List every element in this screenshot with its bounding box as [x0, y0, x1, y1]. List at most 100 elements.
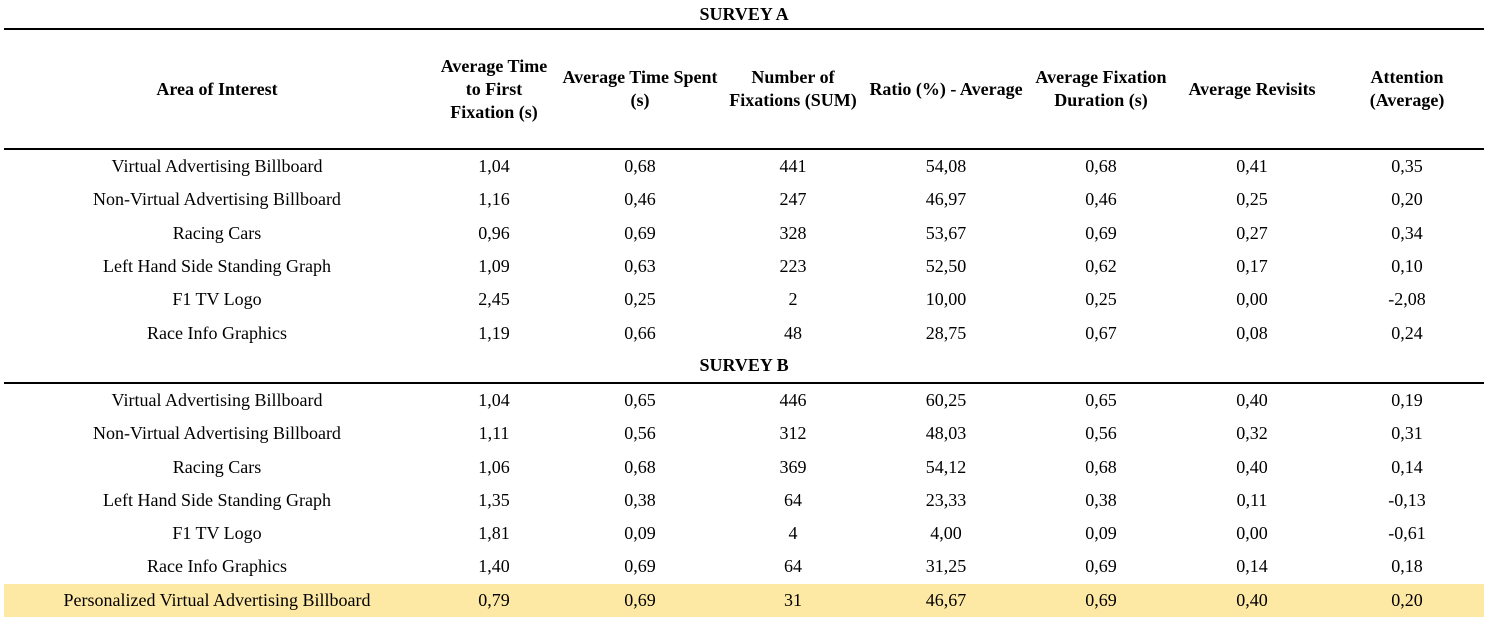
data-row: Racing Cars 0,96 0,69 328 53,67 0,69 0,27 0,34: [4, 217, 1484, 250]
cell: 0,17: [1236, 256, 1268, 277]
data-row: Race Info Graphics 1,19 0,66 48 28,75 0,67 0,0…: [4, 316, 1484, 349]
cell: 0,66: [624, 322, 656, 343]
cell: 0,35: [1391, 156, 1423, 177]
cell: 0,40: [1236, 389, 1268, 410]
cell: 247: [779, 189, 807, 210]
cell: 1,09: [478, 256, 510, 277]
data-row: F1 TV Logo 1,81 0,09 4 4,00 0,09 0,00 -0,61: [4, 517, 1484, 550]
cell: 0,32: [1236, 423, 1268, 444]
column-header: Area of Interest: [4, 29, 430, 150]
cell: 0,46: [1085, 189, 1117, 210]
cell: 0,18: [1391, 556, 1423, 577]
cell: 54,12: [925, 456, 967, 477]
column-header: Average Fixation Duration (s): [1028, 29, 1174, 150]
cell: 0,79: [478, 589, 510, 610]
cell: 0,69: [624, 222, 656, 243]
row-label: Virtual Advertising Billboard: [111, 389, 323, 410]
cell: -2,08: [1388, 289, 1426, 310]
cell: 0,65: [1085, 389, 1117, 410]
cell: 0,25: [624, 289, 656, 310]
row-label: Racing Cars: [172, 456, 262, 477]
cell: 0,68: [624, 156, 656, 177]
cell: 1,81: [478, 523, 510, 544]
column-header: Number of Fixations (SUM): [722, 29, 864, 150]
section-title-row: SURVEY A: [4, 0, 1485, 30]
data-row: Non-Virtual Advertising Billboard 1,16 0,4…: [4, 183, 1484, 216]
cell: 1,19: [478, 322, 510, 343]
row-label: Left Hand Side Standing Graph: [103, 489, 331, 510]
cell: 4,00: [930, 523, 962, 544]
header-row: Area of Interest Average Time to First Fi…: [4, 29, 1485, 150]
cell: 0,65: [624, 389, 656, 410]
cell: 441: [779, 156, 807, 177]
row-label: F1 TV Logo: [172, 523, 262, 544]
cell: 0,25: [1236, 189, 1268, 210]
row-label: Race Info Graphics: [147, 322, 287, 343]
cell: 0,20: [1391, 189, 1423, 210]
column-header: Attention (Average): [1330, 29, 1485, 150]
cell: 0,31: [1391, 423, 1423, 444]
cell: -0,13: [1388, 489, 1426, 510]
column-header: Ratio (%) - Average: [864, 29, 1028, 150]
cell: 0,69: [1085, 222, 1117, 243]
results-table: SURVEY A Area of Interest Average Time to …: [4, 0, 1485, 617]
cell: 60,25: [925, 389, 967, 410]
cell: 328: [779, 222, 807, 243]
cell: 0,38: [624, 489, 656, 510]
cell: 0,40: [1236, 589, 1268, 610]
row-label: Left Hand Side Standing Graph: [103, 256, 331, 277]
cell: -0,61: [1388, 523, 1426, 544]
row-label: Non-Virtual Advertising Billboard: [93, 423, 341, 444]
cell: 31,25: [925, 556, 967, 577]
cell: 446: [779, 389, 807, 410]
column-header: Average Revisits: [1174, 29, 1330, 150]
cell: 0,69: [624, 556, 656, 577]
cell: 52,50: [925, 256, 967, 277]
cell: 64: [784, 489, 802, 510]
cell: 28,75: [925, 322, 967, 343]
data-row: F1 TV Logo 2,45 0,25 2 10,00 0,25 0,00 -2,08: [4, 283, 1484, 316]
data-row: Racing Cars 1,06 0,68 369 54,12 0,68 0,40 0,14: [4, 450, 1484, 483]
column-header: Average Time to First Fixation (s): [430, 29, 558, 150]
section-title-row: SURVEY B: [4, 349, 1485, 384]
cell: 0,69: [1085, 556, 1117, 577]
cell: 1,06: [478, 456, 510, 477]
cell: 64: [784, 556, 802, 577]
cell: 0,08: [1236, 322, 1268, 343]
cell: 54,08: [925, 156, 967, 177]
cell: 0,56: [624, 423, 656, 444]
cell: 0,69: [1085, 589, 1117, 610]
data-row: Non-Virtual Advertising Billboard 1,11 0,5…: [4, 417, 1484, 450]
cell: 1,16: [478, 189, 510, 210]
cell: 0,00: [1236, 289, 1268, 310]
cell: 23,33: [925, 489, 967, 510]
cell: 0,68: [1085, 456, 1117, 477]
cell: 31: [784, 589, 802, 610]
cell: 0,69: [624, 589, 656, 610]
data-row: Personalized Virtual Advertising Billboa…: [4, 583, 1485, 617]
cell: 0,14: [1236, 556, 1268, 577]
cell: 0,40: [1236, 456, 1268, 477]
cell: 0,34: [1391, 222, 1423, 243]
cell: 0,00: [1236, 523, 1268, 544]
cell: 0,41: [1236, 156, 1268, 177]
cell: 0,09: [1085, 523, 1117, 544]
cell: 0,25: [1085, 289, 1117, 310]
cell: 2: [788, 289, 798, 310]
column-header: Average Time Spent (s): [558, 29, 722, 150]
row-label: Race Info Graphics: [147, 556, 287, 577]
cell: 10,00: [925, 289, 967, 310]
cell: 4: [788, 523, 798, 544]
cell: 369: [779, 456, 807, 477]
cell: 2,45: [478, 289, 510, 310]
cell: 48: [784, 322, 802, 343]
cell: 48,03: [925, 423, 967, 444]
cell: 223: [779, 256, 807, 277]
cell: 0,27: [1236, 222, 1268, 243]
cell: 0,10: [1391, 256, 1423, 277]
section-title: SURVEY A: [4, 0, 1485, 30]
data-row: Left Hand Side Standing Graph 1,35 0,38 64 2…: [4, 484, 1484, 517]
data-row: Race Info Graphics 1,40 0,69 64 31,25 0,69 0,1…: [4, 550, 1484, 583]
cell: 53,67: [925, 222, 967, 243]
cell: 0,63: [624, 256, 656, 277]
